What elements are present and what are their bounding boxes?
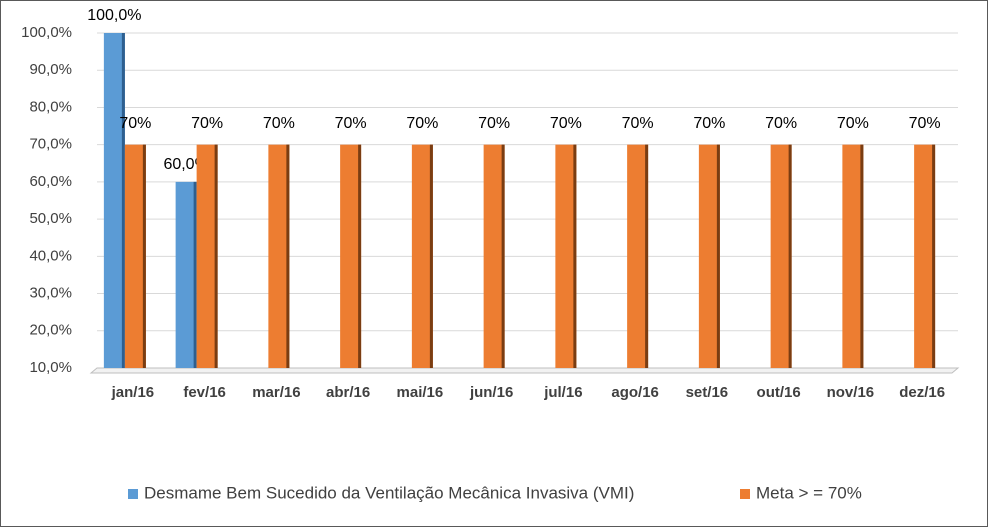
bar	[340, 144, 362, 368]
legend-label: Desmame Bem Sucedido da Ventilação Mecân…	[144, 483, 634, 502]
x-tick-label: fev/16	[183, 384, 226, 401]
bar	[842, 144, 864, 368]
value-label: 70%	[335, 115, 367, 132]
bar-side	[429, 144, 433, 368]
bar	[698, 144, 720, 368]
floor	[89, 367, 960, 374]
bar-side	[645, 144, 649, 368]
legend-swatch	[128, 489, 138, 499]
bar-side	[716, 144, 720, 368]
value-label: 70%	[119, 115, 151, 132]
y-tick-label: 50,0%	[29, 210, 72, 227]
value-label: 70%	[263, 115, 295, 132]
value-label: 70%	[909, 115, 941, 132]
x-tick-label: jan/16	[111, 384, 155, 401]
bar-side	[932, 144, 936, 368]
bar	[627, 144, 649, 368]
x-tick-label: mar/16	[252, 384, 300, 401]
value-label: 70%	[837, 115, 869, 132]
bar-side	[193, 181, 197, 368]
y-tick-label: 100,0%	[21, 24, 72, 41]
bar	[555, 144, 577, 368]
value-label: 70%	[478, 115, 510, 132]
value-label: 70%	[406, 115, 438, 132]
y-tick-label: 80,0%	[29, 98, 72, 115]
bar-side	[358, 144, 362, 368]
x-tick-label: ago/16	[611, 384, 659, 401]
y-tick-label: 90,0%	[29, 61, 72, 78]
y-tick-label: 20,0%	[29, 322, 72, 339]
value-label: 70%	[765, 115, 797, 132]
bar	[914, 144, 936, 368]
x-tick-label: mai/16	[397, 384, 444, 401]
x-tick-label: jul/16	[543, 384, 582, 401]
x-tick-label: nov/16	[827, 384, 875, 401]
bar	[103, 33, 125, 368]
y-tick-label: 30,0%	[29, 285, 72, 302]
y-tick-label: 70,0%	[29, 136, 72, 153]
value-label: 70%	[693, 115, 725, 132]
y-tick-label: 60,0%	[29, 173, 72, 190]
bar-side	[860, 144, 864, 368]
bar-side	[121, 33, 125, 368]
bar-side	[214, 144, 218, 368]
value-label: 70%	[622, 115, 654, 132]
x-tick-label: jun/16	[469, 384, 513, 401]
x-tick-label: set/16	[686, 384, 729, 401]
bar	[268, 144, 290, 368]
bar	[175, 181, 197, 368]
x-tick-label: out/16	[757, 384, 801, 401]
y-tick-label: 10,0%	[29, 359, 72, 376]
bar	[770, 144, 792, 368]
bar	[483, 144, 505, 368]
bar-side	[142, 144, 146, 368]
x-tick-label: abr/16	[326, 384, 370, 401]
bar-side	[501, 144, 505, 368]
value-label: 70%	[191, 115, 223, 132]
bar	[124, 144, 146, 368]
legend-swatch	[740, 489, 750, 499]
bar-side	[788, 144, 792, 368]
value-label: 70%	[550, 115, 582, 132]
bar-side	[286, 144, 290, 368]
bar-side	[573, 144, 577, 368]
value-label: 100,0%	[87, 7, 141, 24]
legend-label: Meta > = 70%	[756, 483, 862, 502]
x-tick-label: dez/16	[899, 384, 945, 401]
y-tick-label: 40,0%	[29, 247, 72, 264]
bar	[196, 144, 218, 368]
bar	[411, 144, 433, 368]
